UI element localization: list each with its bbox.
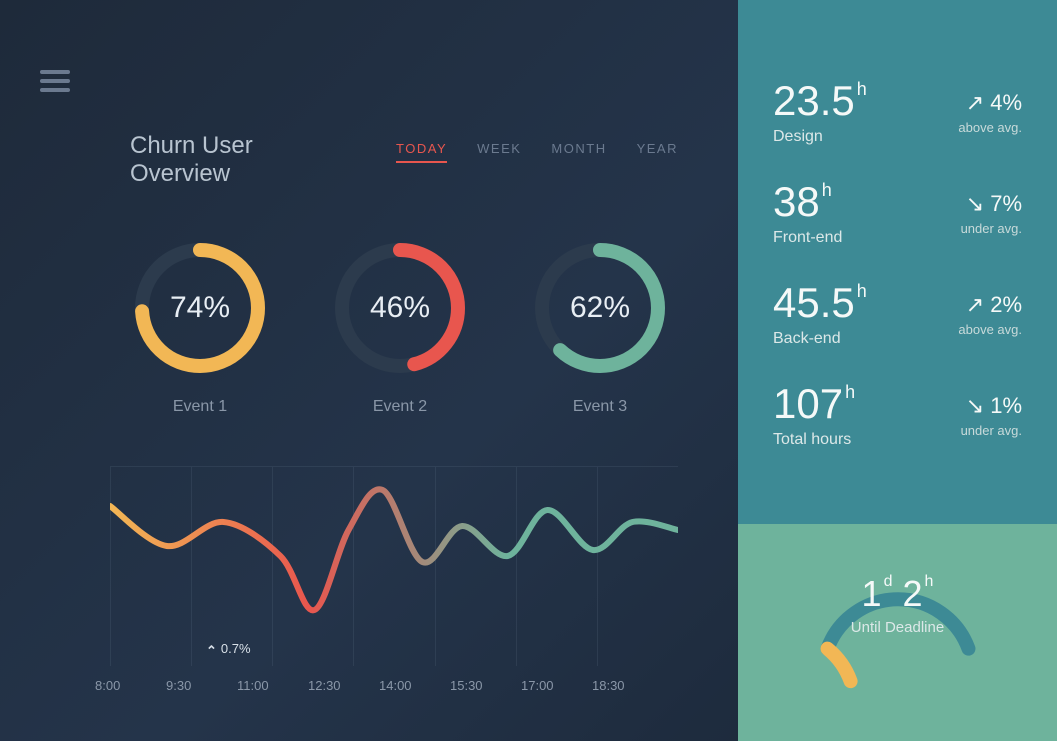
deadline-value: 1d 2h <box>803 573 993 615</box>
stat-row-front-end: 38h Front-end 7% under avg. <box>773 181 1022 247</box>
gauge-pct: 74% <box>130 238 270 378</box>
gauge-label: Event 2 <box>373 398 427 416</box>
chart-col <box>191 466 272 666</box>
chart-grid: 0.7% <box>110 466 678 666</box>
stat-note: above avg. <box>958 120 1022 135</box>
chart-col <box>353 466 434 666</box>
tab-week[interactable]: WEEK <box>477 141 521 163</box>
tab-month[interactable]: MONTH <box>551 141 606 163</box>
gauge-label: Event 1 <box>173 398 227 416</box>
gauge-2: 46% Event 2 <box>330 238 470 416</box>
stat-note: above avg. <box>958 322 1022 337</box>
stat-change: 7% <box>961 191 1022 217</box>
chart-col <box>597 466 678 666</box>
gauge-1: 74% Event 1 <box>130 238 270 416</box>
gauge-pct: 62% <box>530 238 670 378</box>
stat-change: 2% <box>958 292 1022 318</box>
tab-today[interactable]: TODAY <box>396 141 447 163</box>
chart-col <box>516 466 597 666</box>
chart-col <box>272 466 353 666</box>
gauges-row: 74% Event 1 46% Event 2 62% Event 3 <box>130 238 678 416</box>
caret-up-icon <box>206 640 217 656</box>
stat-note: under avg. <box>961 423 1022 438</box>
deadline-arc: 1d 2h Until Deadline <box>803 563 993 703</box>
arrow-down-icon <box>966 393 984 419</box>
arrow-up-icon <box>966 90 984 116</box>
page-title: Churn User Overview <box>130 132 346 188</box>
stat-name: Back-end <box>773 330 867 348</box>
gauge-3: 62% Event 3 <box>530 238 670 416</box>
stat-change: 4% <box>958 90 1022 116</box>
gauge-pct: 46% <box>330 238 470 378</box>
chart-indicator: 0.7% <box>206 640 251 656</box>
x-label: 18:30 <box>592 678 678 693</box>
stat-change: 1% <box>961 393 1022 419</box>
side-panel: 23.5h Design 4% above avg. 38h Front-end… <box>738 0 1057 741</box>
stat-name: Total hours <box>773 431 855 449</box>
deadline-label: Until Deadline <box>803 619 993 636</box>
stat-name: Design <box>773 128 867 146</box>
stat-note: under avg. <box>961 221 1022 236</box>
hamburger-icon[interactable] <box>40 70 70 92</box>
arrow-down-icon <box>966 191 984 217</box>
stat-row-total-hours: 107h Total hours 1% under avg. <box>773 383 1022 449</box>
chart-col <box>435 466 516 666</box>
stat-value: 107h <box>773 383 855 425</box>
time-tabs: TODAY WEEK MONTH YEAR <box>396 141 678 163</box>
arrow-up-icon <box>966 292 984 318</box>
header-row: Churn User Overview TODAY WEEK MONTH YEAR <box>130 132 678 188</box>
main-panel: Churn User Overview TODAY WEEK MONTH YEAR 7… <box>0 0 738 741</box>
stat-value: 23.5h <box>773 80 867 122</box>
chart-col <box>110 466 191 666</box>
tab-year[interactable]: YEAR <box>637 141 678 163</box>
stat-row-design: 23.5h Design 4% above avg. <box>773 80 1022 146</box>
stat-value: 45.5h <box>773 282 867 324</box>
stat-value: 38h <box>773 181 842 223</box>
x-axis-labels: 8:009:3011:0012:3014:0015:3017:0018:30 <box>110 678 678 693</box>
stats-block: 23.5h Design 4% above avg. 38h Front-end… <box>738 0 1057 524</box>
stat-row-back-end: 45.5h Back-end 2% above avg. <box>773 282 1022 348</box>
gauge-label: Event 3 <box>573 398 627 416</box>
chart-area: 0.7% 8:009:3011:0012:3014:0015:3017:0018… <box>110 466 678 693</box>
deadline-block: 1d 2h Until Deadline <box>738 524 1057 741</box>
stat-name: Front-end <box>773 229 842 247</box>
